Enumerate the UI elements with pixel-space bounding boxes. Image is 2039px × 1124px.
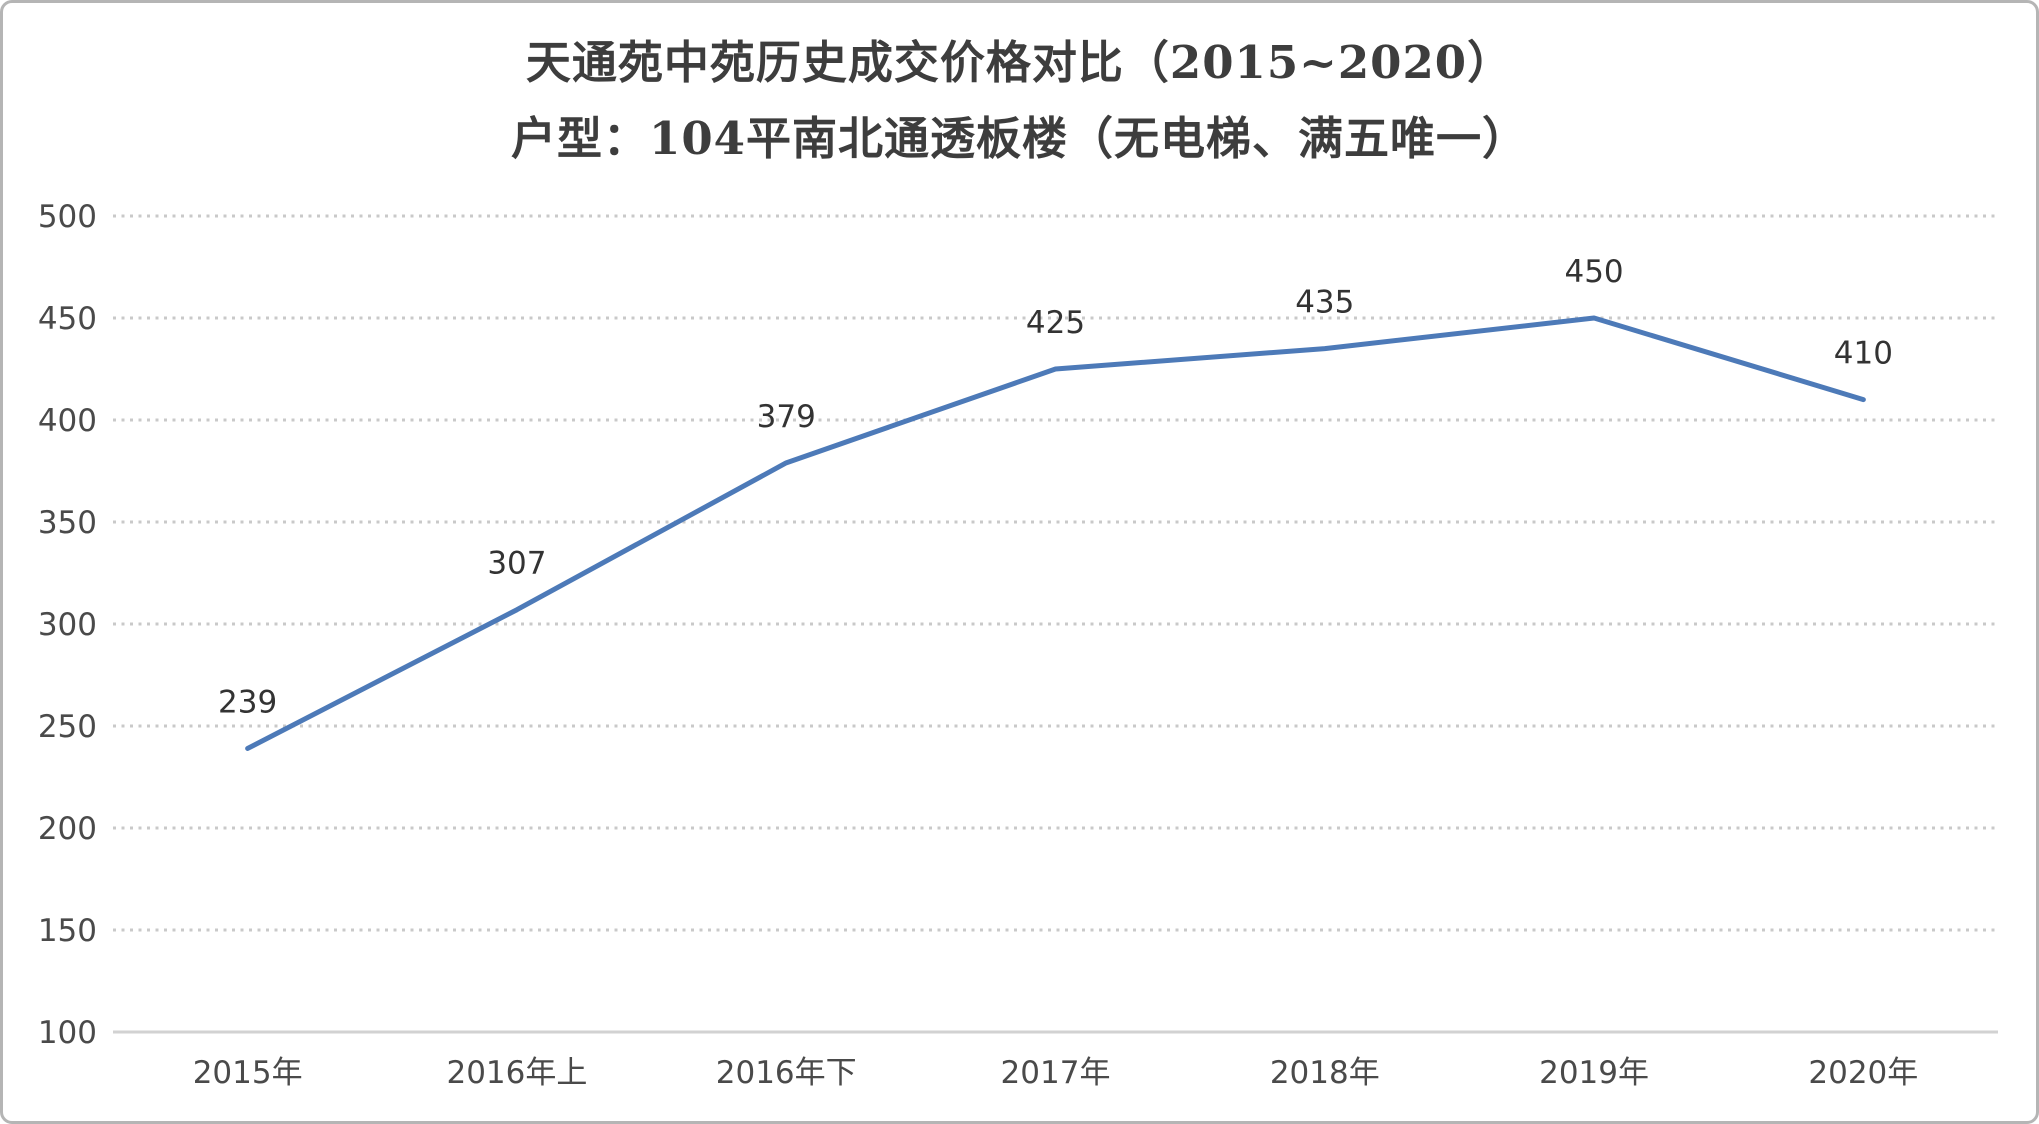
y-axis-tick-label: 500	[38, 199, 97, 235]
chart-title-block: 天通苑中苑历史成交价格对比（2015~2020） 户型：104平南北通透板楼（无…	[3, 25, 2036, 177]
data-label: 379	[757, 399, 816, 435]
data-label: 239	[218, 684, 277, 720]
x-axis-category-label: 2016年上	[446, 1055, 587, 1091]
data-label: 425	[1026, 305, 1085, 341]
y-axis-tick-label: 300	[38, 607, 97, 643]
x-axis-category-label: 2019年	[1539, 1055, 1649, 1091]
y-axis-tick-label: 250	[38, 709, 97, 745]
x-axis-category-label: 2017年	[1001, 1055, 1111, 1091]
x-axis-category-label: 2018年	[1270, 1055, 1380, 1091]
y-axis-tick-label: 450	[38, 301, 97, 337]
data-label: 307	[487, 546, 546, 582]
y-axis-tick-label: 350	[38, 505, 97, 541]
y-axis-tick-label: 400	[38, 403, 97, 439]
x-axis-category-label: 2016年下	[716, 1055, 857, 1091]
data-label: 410	[1834, 336, 1893, 372]
data-label: 435	[1295, 285, 1354, 321]
price-line-series	[245, 315, 1866, 751]
x-axis-category-label: 2020年	[1808, 1055, 1918, 1091]
chart-title: 天通苑中苑历史成交价格对比（2015~2020）	[525, 36, 1514, 89]
data-label: 450	[1564, 254, 1623, 290]
y-axis-tick-label: 200	[38, 811, 97, 847]
y-axis-tick-label: 150	[38, 913, 97, 949]
y-axis-tick-label: 100	[38, 1015, 97, 1051]
chart-subtitle: 户型：104平南北通透板楼（无电梯、满五唯一）	[511, 112, 1528, 165]
x-axis-category-label: 2015年	[193, 1055, 303, 1091]
price-history-line-chart: 500 450 400 350 300 250 200 150 100 2015年 2016年上 20…	[38, 199, 1998, 1091]
